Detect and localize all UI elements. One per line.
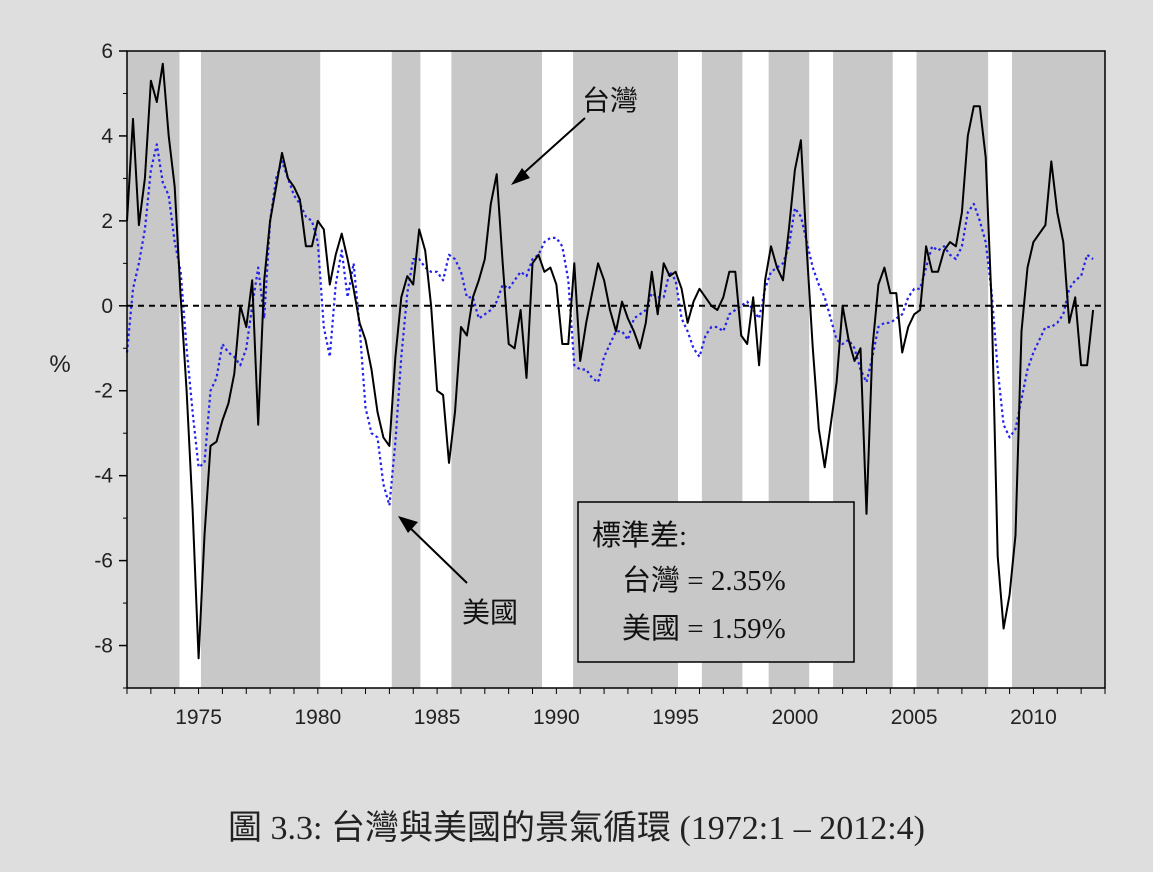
y-tick-label: 6: [101, 40, 113, 63]
x-tick-label: 1990: [533, 706, 580, 729]
taiwan-arrow-head: [511, 168, 530, 185]
taiwan-annotation-label: 台灣: [582, 84, 638, 117]
us-arrow-head: [398, 516, 418, 533]
plot-frame: [126, 50, 1106, 689]
taiwan-annotation-arrow: [515, 117, 586, 181]
x-axis: 1975 1980 1985 1990 1995 2000 2005 2010: [126, 688, 1106, 729]
shaded-band-8: [988, 51, 1012, 688]
y-tick-label: -8: [94, 635, 113, 658]
x-tick-label: 1995: [652, 706, 699, 729]
std-dev-taiwan: 台灣 = 2.35%: [622, 564, 786, 597]
shaded-bands: [179, 51, 1012, 688]
y-tick-label: -6: [94, 550, 113, 573]
series-line-taiwan: [126, 62, 1095, 660]
us-annotation-label: 美國: [462, 596, 518, 629]
std-dev-box: 標準差: 台灣 = 2.35% 美國 = 1.59%: [577, 501, 855, 663]
y-tick-label: 4: [101, 125, 113, 148]
x-tick-label: 2010: [1010, 706, 1057, 729]
shaded-band-7: [892, 51, 917, 688]
x-tick-label: 1980: [294, 706, 341, 729]
x-tick-label: 2000: [772, 706, 819, 729]
y-axis: 6 4 2 0 -2 -4 -6 -8: [94, 40, 127, 689]
std-dev-title: 標準差:: [592, 519, 687, 552]
series-layer: [125, 62, 1095, 660]
y-tick-label: 0: [101, 295, 113, 318]
shaded-band-0: [179, 51, 201, 688]
shaded-band-3: [542, 51, 574, 688]
figure-caption: 圖 3.3: 台灣與美國的景氣循環 (1972:1 – 2012:4): [228, 810, 925, 847]
y-tick-label: -4: [94, 465, 113, 488]
x-tick-label: 1985: [414, 706, 461, 729]
std-dev-us: 美國 = 1.59%: [622, 612, 786, 645]
x-tick-label: 2005: [891, 706, 938, 729]
y-axis-label: %: [49, 351, 70, 378]
series-line-us: [125, 143, 1094, 507]
y-tick-label: 2: [101, 210, 113, 233]
business-cycle-chart: 6 4 2 0 -2 -4 -6 -8 1975 1980 1985 1990 1995 2000 200…: [49, 40, 1106, 729]
us-annotation-arrow: [403, 521, 468, 584]
x-tick-label: 1975: [175, 706, 222, 729]
y-tick-label: -2: [94, 380, 113, 403]
shaded-band-1: [320, 51, 392, 688]
